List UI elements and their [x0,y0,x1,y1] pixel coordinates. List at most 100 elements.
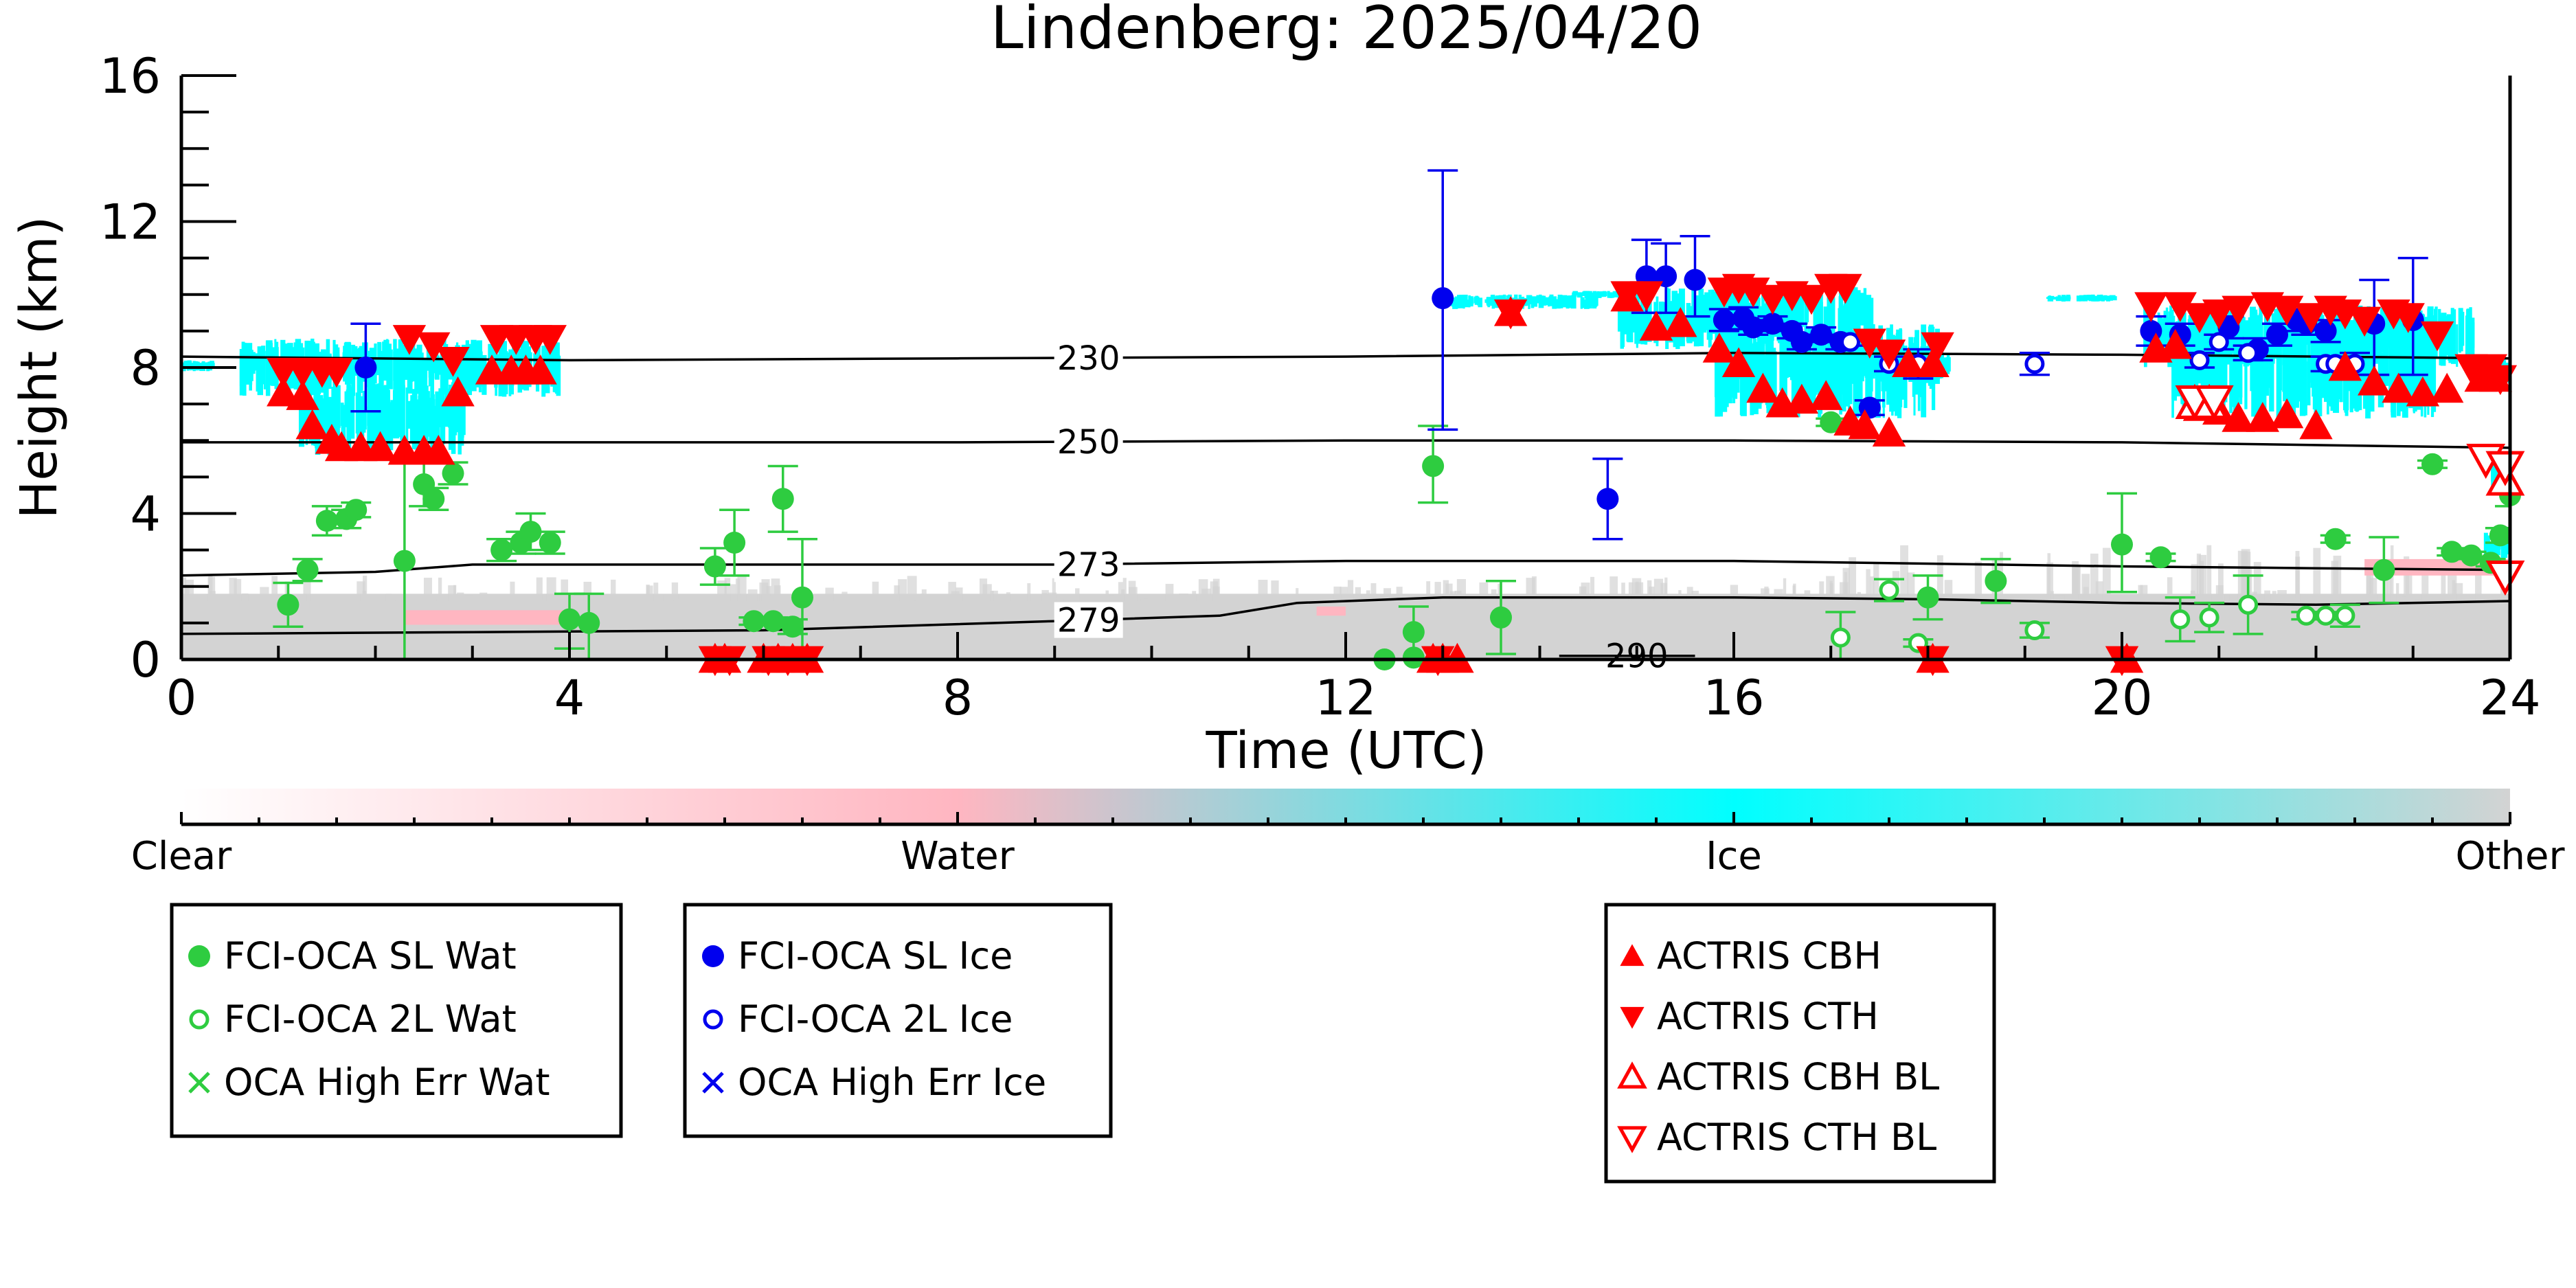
curtain-ice-column [2206,359,2213,407]
curtain-other-speck [2475,574,2482,601]
curtain-other-speck [2441,561,2446,601]
curtain-other-speck [1296,588,1299,601]
curtain-other-speck [1783,578,1787,601]
isotherm-label-bg [1054,339,1123,376]
data-point [295,409,329,440]
curtain-ice-column [1559,296,1563,308]
curtain-ice-column [348,353,354,384]
curtain-ice-column [1850,352,1855,377]
curtain-other-speck [479,592,488,601]
curtain-other-speck [2081,574,2090,601]
colorbar-label-water: Water [901,834,1015,879]
data-point [490,539,513,561]
curtain-ice-column [2459,311,2465,346]
curtain-other-speck [1221,596,1229,601]
x-axis-ticks: 0 4 8 12 16 20 24 [166,632,2541,726]
curtain-other-speck [1075,588,1080,601]
y-tick-label: 8 [130,340,161,396]
curtain-ice-column [1819,349,1823,377]
data-point [441,376,475,407]
series-fci-oca-sl-ice [354,265,2424,510]
isotherm-label-bg [1054,546,1123,583]
curtain-other-speck [1511,596,1516,601]
curtain-ice-column [1596,293,1599,297]
curtain-ice-column [1584,293,1590,298]
legend-marker-fci-oca-sl-wat [188,945,210,967]
curtain-ice-column [1821,335,1825,394]
data-point [2324,528,2347,550]
curtain-ice-column [1468,296,1471,308]
curtain-ice-column [341,405,346,446]
curtain-ice-column [374,398,381,440]
curtain-other-speck [671,582,679,601]
curtain-other-speck [2384,573,2388,601]
curtain-other-speck [546,577,556,601]
curtain-ice-column [2093,296,2097,301]
data-point [743,610,765,633]
data-point [2149,546,2172,569]
data-point [1917,586,1939,609]
curtain-other-speck [1636,581,1639,601]
curtain-ice-column [1858,293,1865,326]
curtain-other-speck [2496,596,2502,601]
data-point [2335,605,2355,626]
curtain-other-speck [2317,598,2326,601]
curtain-other-speck [1944,580,1953,601]
data-point [1790,330,1813,353]
curtain-ice-column [1869,354,1873,374]
data-point [1702,332,1737,363]
curtain-ice-column [1805,292,1809,323]
data-point [1596,488,1619,510]
curtain-other-speck [181,577,187,601]
curtain-ice-column [1853,335,1860,399]
legend-label-oca-high-err-ice: OCA High Err Ice [738,1061,1046,1104]
isotherm-273 [181,559,2510,577]
curtain-ice-column [2067,296,2071,300]
curtain-ice-column [467,354,470,386]
curtain-ice-column [2375,320,2380,364]
curtain-other-speck [1849,557,1857,601]
curtain-ice-column [2491,455,2496,482]
curtain-ice-column [2109,295,2113,301]
curtain-ice-column [2359,324,2366,357]
isotherm-250 [181,439,2510,449]
curtain-ice-column [2354,356,2360,411]
curtain-ice-column [2290,344,2296,418]
data-point [1432,287,1454,310]
data-point [703,555,726,578]
curtain-ice-column [2397,307,2401,354]
curtain-ice-column [1580,297,1583,309]
curtain-other-speck [1027,583,1031,601]
curtain-other-speck [2167,577,2173,601]
curtain-ice-column [1592,299,1598,307]
curtain-other-speck [1144,598,1149,601]
curtain-other-speck [1671,598,1675,601]
legend-label-fci-oca-sl-ice: FCI-OCA SL Ice [738,934,1013,978]
curtain-ice-column [1491,296,1496,304]
curtain-ice-column [2469,307,2472,365]
curtain-ice-column [1816,348,1818,393]
curtain-other-speck [1609,576,1618,601]
curtain-ice-column [1791,326,1796,407]
curtain-ice-column [422,385,429,454]
curtain-ice-column [1806,335,1811,405]
curtain-ice-column [1572,292,1574,297]
data-point [2208,332,2229,352]
curtain-ice-column [2323,354,2329,403]
curtain-other-speck [2102,547,2111,601]
curtain-other-speck [2405,569,2413,601]
data-point [1921,332,1954,363]
curtain-ice-column [2500,537,2505,561]
curtain-ice-column [1832,349,1836,371]
curtain-other-speck [1333,586,1342,601]
data-point [354,357,377,379]
curtain-ice-column [201,363,205,368]
data-point [558,608,580,631]
curtain-ice-column [2235,352,2239,416]
data-point [1916,347,1950,378]
data-point [2489,524,2511,547]
data-point [1664,307,1697,337]
curtain-ice-column [1660,307,1664,328]
series-actris-cth-bl [2175,385,2525,596]
